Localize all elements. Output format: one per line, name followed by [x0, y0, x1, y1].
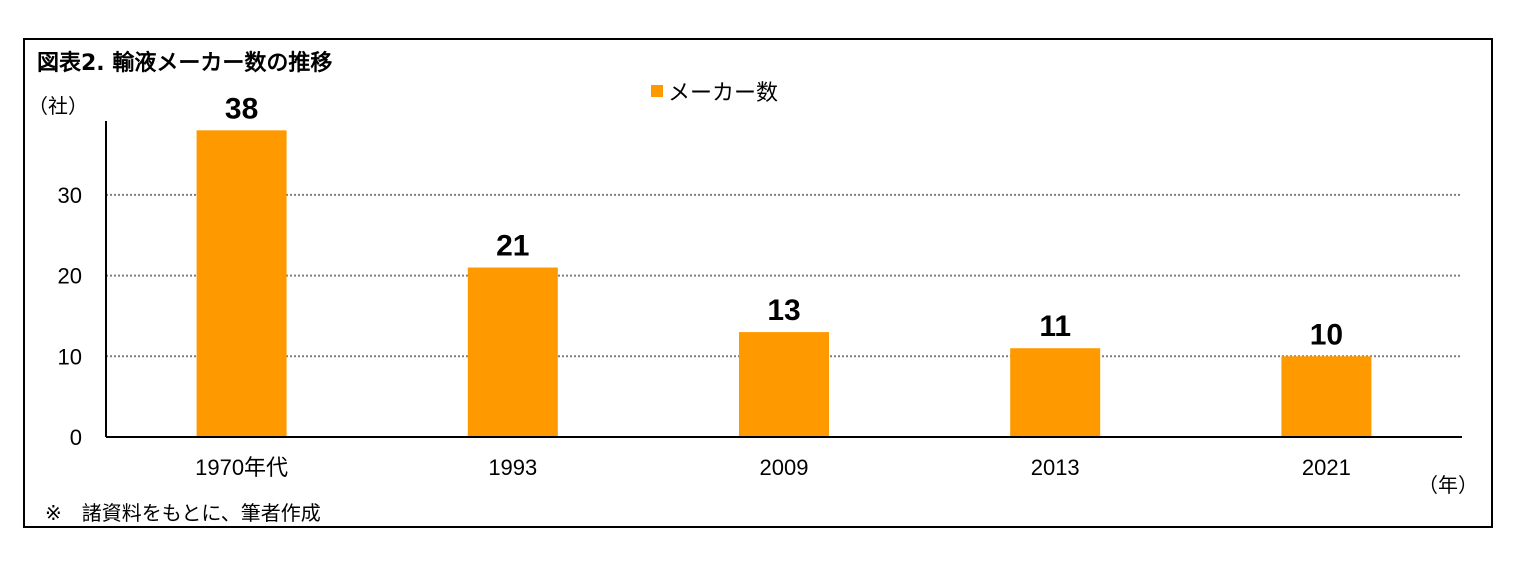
data-label: 11 [1039, 310, 1071, 343]
data-label: 21 [496, 230, 529, 263]
bar [1010, 348, 1101, 437]
chart-frame [23, 38, 1493, 528]
legend-swatch [651, 85, 663, 97]
y-tick-label: 10 [58, 344, 82, 369]
legend-label: メーカー数 [668, 81, 778, 106]
bar [739, 332, 829, 437]
y-tick-label: 0 [70, 425, 82, 450]
bar [1281, 356, 1372, 437]
source-note: ※ 諸資料をもとに、筆者作成 [45, 501, 321, 525]
y-axis-unit: （社） [28, 94, 88, 118]
chart-title: 図表2. 輸液メーカー数の推移 [37, 51, 333, 76]
data-label: 13 [767, 294, 800, 327]
axes [105, 121, 1462, 438]
y-tick-label: 30 [58, 183, 82, 208]
bar [467, 267, 558, 437]
data-label: 38 [225, 92, 258, 125]
data-labels: 38 21 13 11 10 [225, 92, 1343, 351]
y-tick-label: 20 [58, 264, 82, 289]
bars [196, 130, 1372, 437]
x-tick-label: 2021 [1302, 455, 1351, 480]
legend: メーカー数 [651, 81, 778, 106]
data-label: 10 [1310, 318, 1343, 351]
x-tick-label: 2009 [760, 455, 809, 480]
x-tick-label: 1993 [488, 455, 537, 480]
tick-labels: 0 10 20 30 1970年代 1993 2009 2013 2021 [58, 183, 1351, 480]
x-tick-label: 2013 [1031, 455, 1080, 480]
x-axis-unit: （年） [1418, 473, 1478, 497]
bar [196, 130, 287, 437]
x-tick-label: 1970年代 [195, 455, 288, 480]
